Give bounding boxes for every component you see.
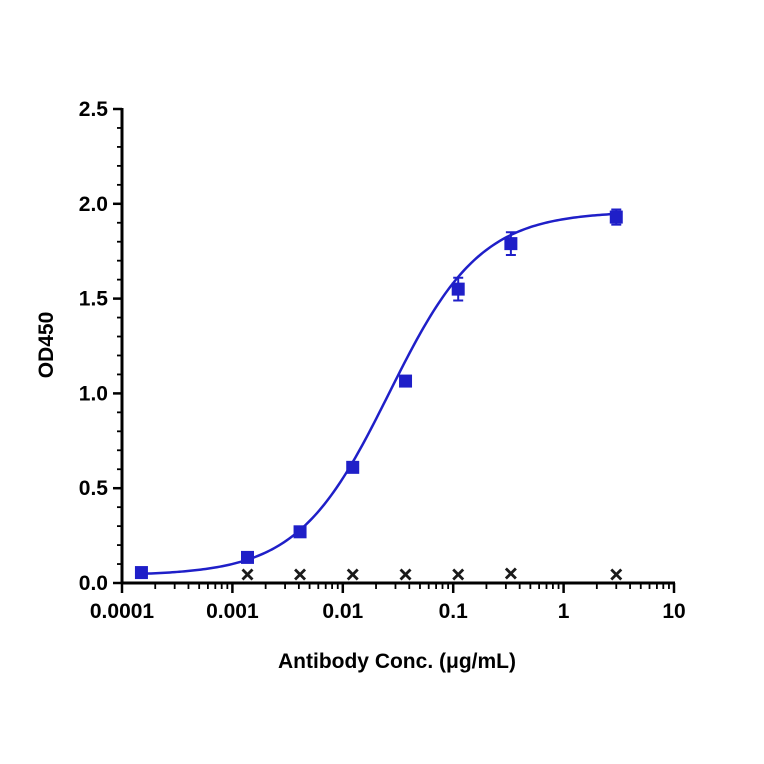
y-tick-label: 1.0 xyxy=(79,382,108,405)
y-tick-label: 0.5 xyxy=(79,477,109,500)
x-marker-stroke xyxy=(241,568,254,581)
x-tick-label: 10 xyxy=(662,600,685,623)
y-tick-label: 1.5 xyxy=(79,288,109,311)
x-marker-stroke xyxy=(504,567,517,580)
data-point-square xyxy=(504,237,518,251)
data-point-square xyxy=(293,525,307,539)
axes: 0.0 0.5 1.0 1.5 2.0 2.5 0.0001 0.001 0.01 0.1 1 10 xyxy=(79,98,686,623)
data-point-x xyxy=(452,568,465,581)
data-point-x xyxy=(399,568,412,581)
x-marker-stroke xyxy=(346,568,359,581)
y-tick-label: 0.0 xyxy=(79,572,108,595)
x-marker-stroke xyxy=(610,568,623,581)
x-tick-label: 1 xyxy=(558,600,570,623)
y-tick-label: 2.5 xyxy=(79,98,109,121)
y-tick-label: 2.0 xyxy=(79,193,108,216)
data-point-square xyxy=(399,374,413,388)
data-point-square xyxy=(134,566,148,580)
data-point-x xyxy=(610,568,623,581)
x-tick-label: 0.0001 xyxy=(90,600,155,623)
x-tick-label: 0.01 xyxy=(322,600,363,623)
data-point-square xyxy=(451,282,465,296)
fit-curve xyxy=(141,212,617,576)
data-point-square xyxy=(346,460,360,474)
x-marker-stroke xyxy=(294,568,307,581)
y-axis-title: OD450 xyxy=(35,312,58,379)
data-point-x xyxy=(346,568,359,581)
x-tick-label: 0.1 xyxy=(439,600,469,623)
data-point-x xyxy=(241,568,254,581)
data-point-x xyxy=(504,567,517,580)
x-marker-stroke xyxy=(399,568,412,581)
fit-curves xyxy=(141,212,617,576)
x-marker-stroke xyxy=(452,568,465,581)
data-point-x xyxy=(294,568,307,581)
data-point-square xyxy=(240,550,254,564)
data-point-square xyxy=(609,210,623,224)
data-marks xyxy=(134,208,623,581)
x-axis-title: Antibody Conc. (μg/mL) xyxy=(278,650,516,673)
x-tick-label: 0.001 xyxy=(206,600,259,623)
